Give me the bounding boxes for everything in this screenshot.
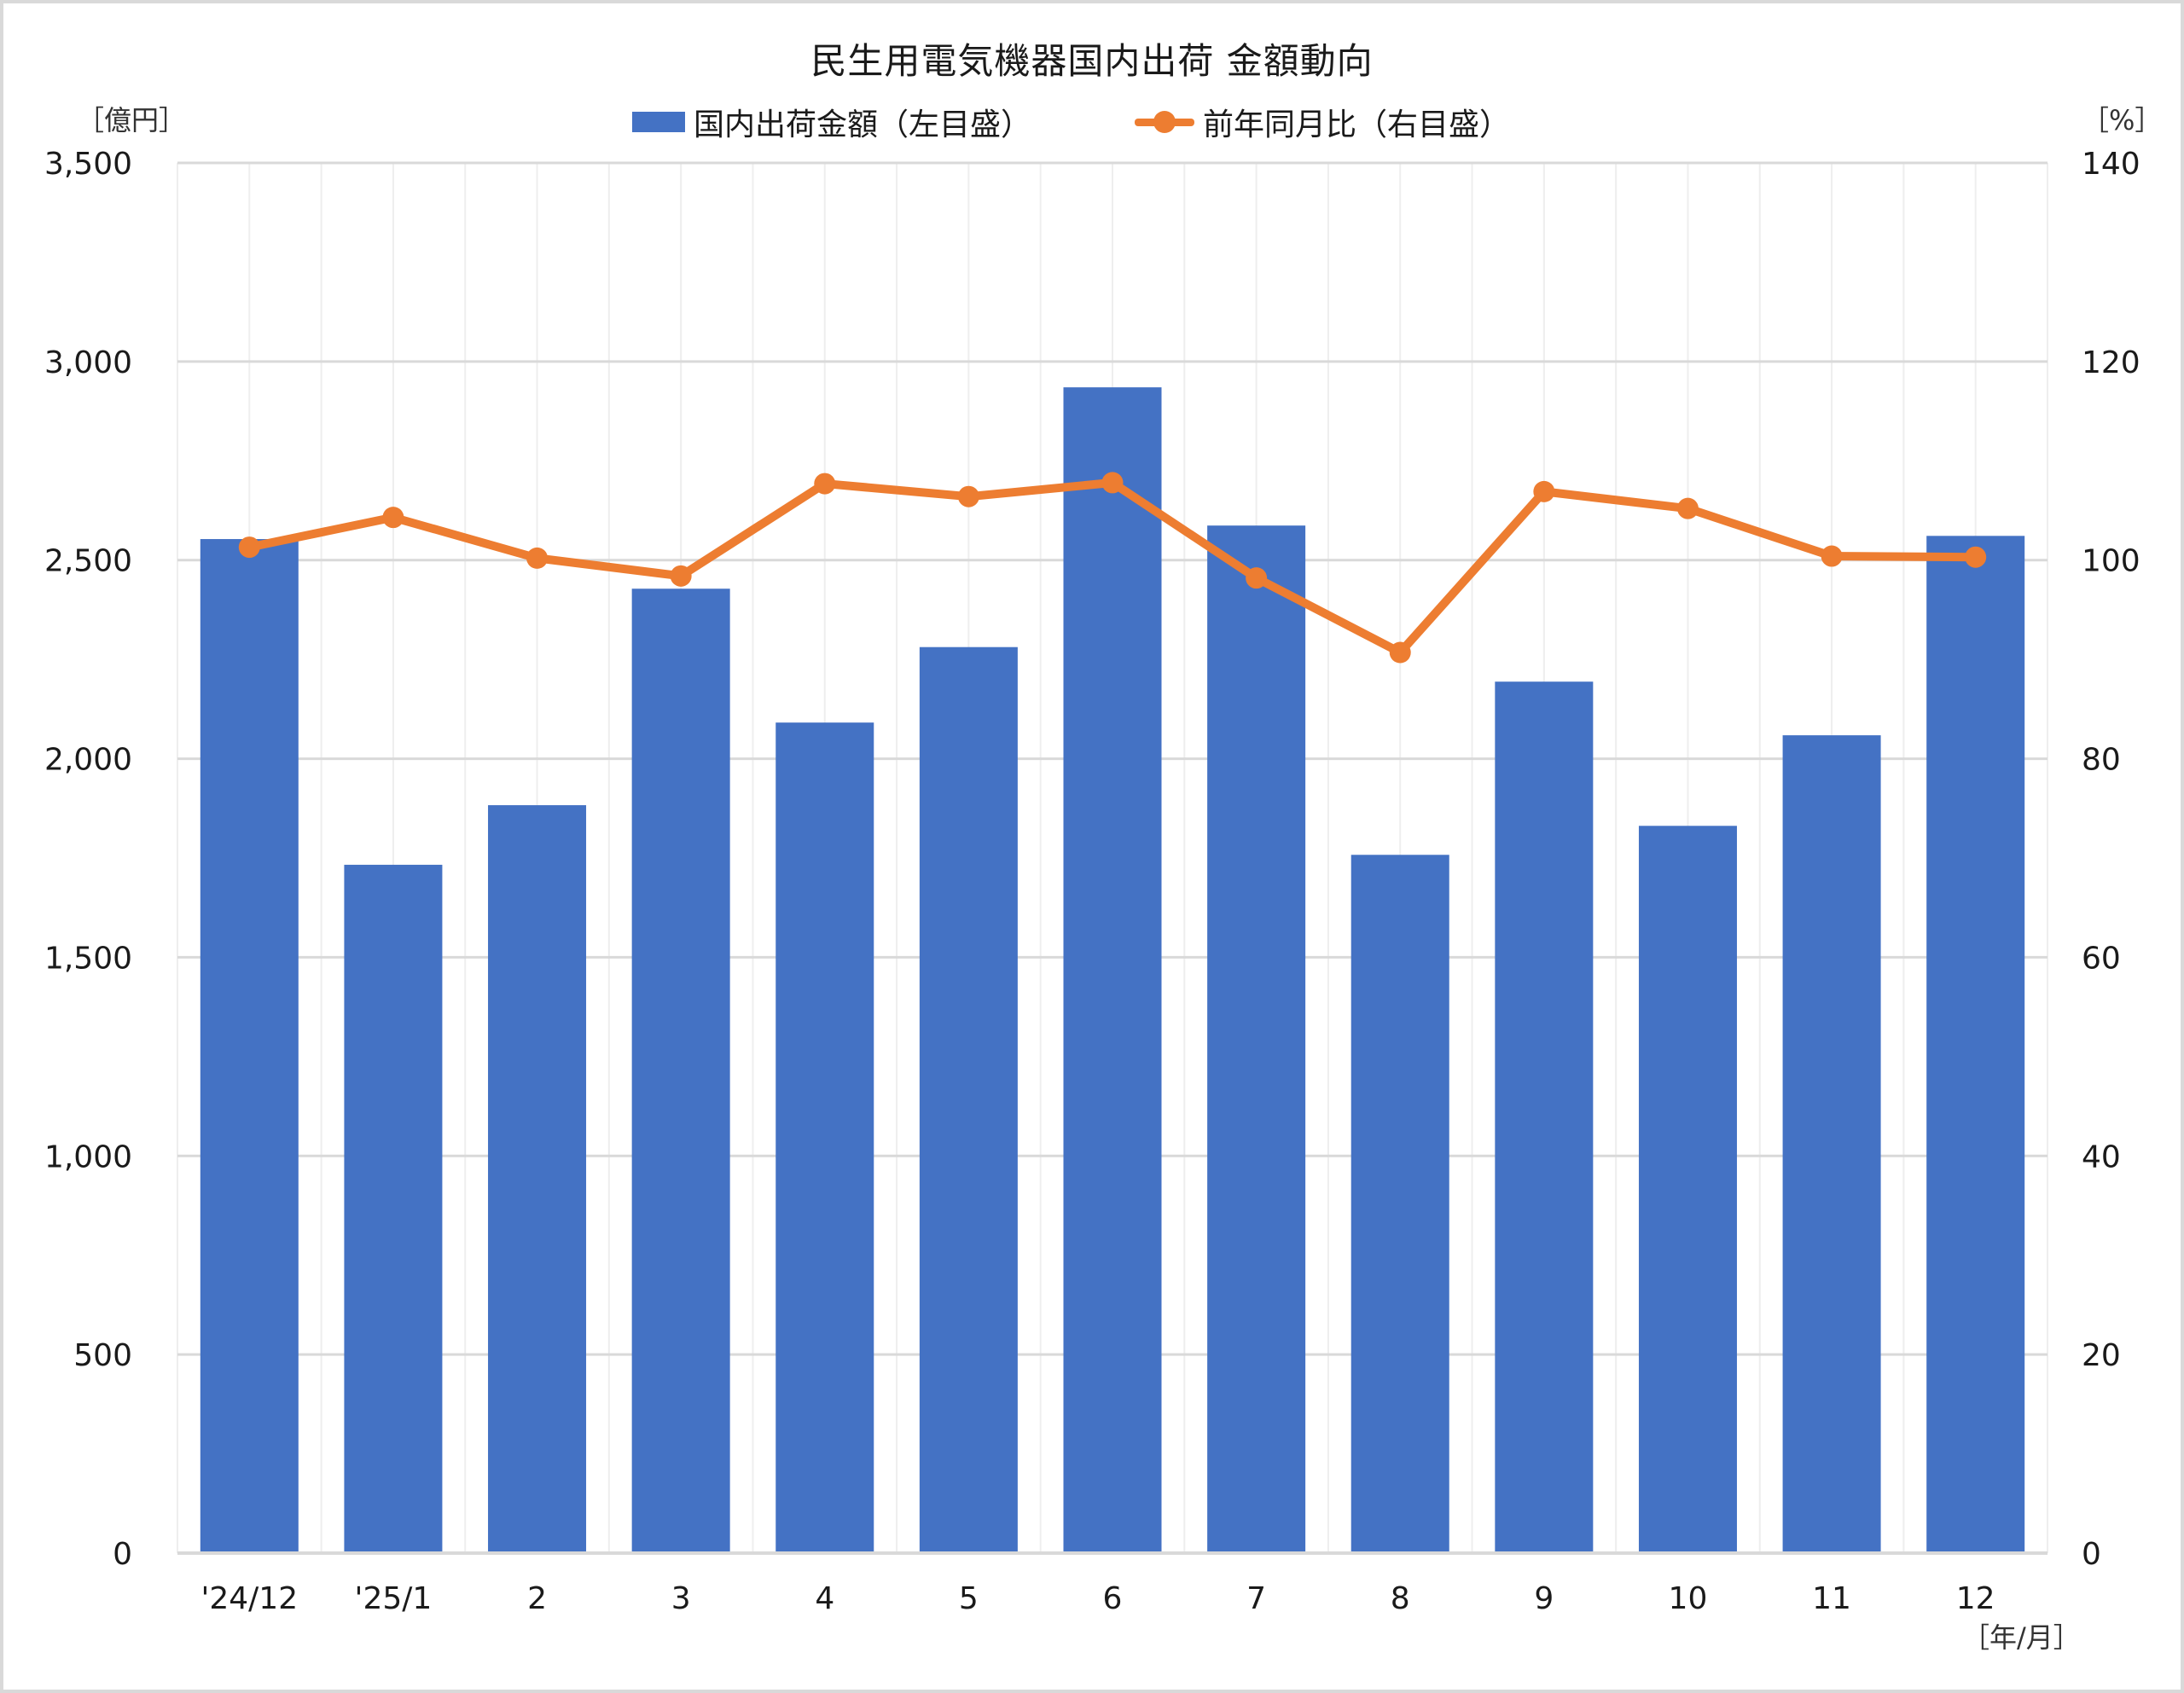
- left-axis-tick-label: 2,500: [44, 544, 132, 579]
- bar-shipment-value: [1207, 525, 1306, 1553]
- chart-legend: 国内出荷金額（左目盛） 前年同月比（右目盛）: [0, 101, 2184, 143]
- right-axis-unit: ［%］: [2082, 104, 2163, 136]
- line-marker-yoy: [382, 507, 404, 529]
- x-axis-tick-label: 12: [1956, 1581, 1995, 1616]
- right-axis-tick-label: 100: [2082, 544, 2140, 579]
- bar-shipment-value: [1063, 387, 1162, 1554]
- bar-shipment-value: [344, 864, 443, 1553]
- x-axis-tick-label: 2: [527, 1581, 547, 1616]
- bar-shipment-value: [1495, 681, 1594, 1553]
- x-axis-tick-label: '25/1: [355, 1581, 433, 1616]
- bar-shipment-value: [919, 646, 1018, 1553]
- line-marker-yoy: [957, 485, 979, 507]
- bar-shipment-value: [1926, 536, 2025, 1554]
- x-axis-tick-label: 7: [1246, 1581, 1266, 1616]
- bar-swatch-icon: [632, 112, 685, 132]
- x-axis-unit: ［年/月］: [1962, 1621, 2081, 1654]
- right-axis-tick-label: 140: [2082, 147, 2140, 182]
- legend-label-yoy: 前年同月比（右目盛）: [1203, 107, 1511, 142]
- right-axis-tick-label: 80: [2082, 743, 2121, 778]
- line-marker-yoy: [1389, 641, 1411, 664]
- left-axis-tick-label: 3,000: [44, 345, 132, 380]
- x-axis-tick-label: 11: [1812, 1581, 1851, 1616]
- bar-shipment-value: [631, 588, 730, 1553]
- x-axis-tick-label: 4: [815, 1581, 834, 1616]
- right-axis-tick-label: 40: [2082, 1139, 2121, 1174]
- bar-shipment-value: [1350, 855, 1449, 1553]
- left-axis-tick-label: 1,500: [44, 941, 132, 976]
- x-axis-tick-label: '24/12: [200, 1581, 298, 1616]
- line-marker-yoy: [1101, 472, 1124, 494]
- left-axis-tick-label: 500: [73, 1338, 132, 1373]
- line-marker-yoy: [1246, 567, 1268, 589]
- line-marker-yoy: [1676, 497, 1699, 519]
- bar-shipment-value: [1782, 735, 1881, 1553]
- left-axis-tick-label: 1,000: [44, 1139, 132, 1174]
- chart-title: 民生用電気機器国内出荷 金額動向: [810, 40, 1374, 82]
- x-axis-tick-label: 10: [1669, 1581, 1708, 1616]
- left-axis-tick-label: 0: [113, 1537, 132, 1572]
- line-marker-yoy: [1533, 480, 1555, 502]
- x-axis-tick-label: 5: [959, 1581, 979, 1616]
- right-axis-tick-label: 0: [2082, 1537, 2101, 1572]
- x-axis-tick-label: 3: [671, 1581, 691, 1616]
- bar-shipment-value: [200, 539, 299, 1553]
- bar-shipment-value: [775, 722, 874, 1553]
- legend-label-shipment-value: 国内出荷金額（左目盛）: [694, 107, 1032, 142]
- line-marker-yoy: [1821, 545, 1843, 567]
- x-axis-tick-label: 6: [1103, 1581, 1123, 1616]
- right-axis-tick-label: 20: [2082, 1338, 2121, 1373]
- legend-item-yoy: 前年同月比（右目盛）: [1135, 101, 1510, 143]
- line-marker-yoy: [814, 473, 836, 495]
- legend-item-shipment-value: 国内出荷金額（左目盛）: [632, 101, 1031, 143]
- x-axis-tick-label: 9: [1534, 1581, 1554, 1616]
- line-marker-swatch-icon: [1135, 111, 1194, 133]
- right-axis-tick-label: 120: [2082, 345, 2140, 380]
- left-axis-tick-label: 3,500: [44, 147, 132, 182]
- left-axis-unit: ［億円］: [77, 104, 187, 136]
- line-marker-yoy: [526, 547, 549, 569]
- bar-shipment-value: [1638, 826, 1737, 1553]
- line-marker-yoy: [670, 565, 692, 587]
- line-marker-yoy: [1965, 546, 1987, 568]
- right-axis-tick-label: 60: [2082, 941, 2121, 976]
- line-marker-yoy: [238, 536, 260, 559]
- left-axis-tick-label: 2,000: [44, 743, 132, 778]
- bar-shipment-value: [488, 805, 587, 1553]
- x-axis-tick-label: 8: [1391, 1581, 1410, 1616]
